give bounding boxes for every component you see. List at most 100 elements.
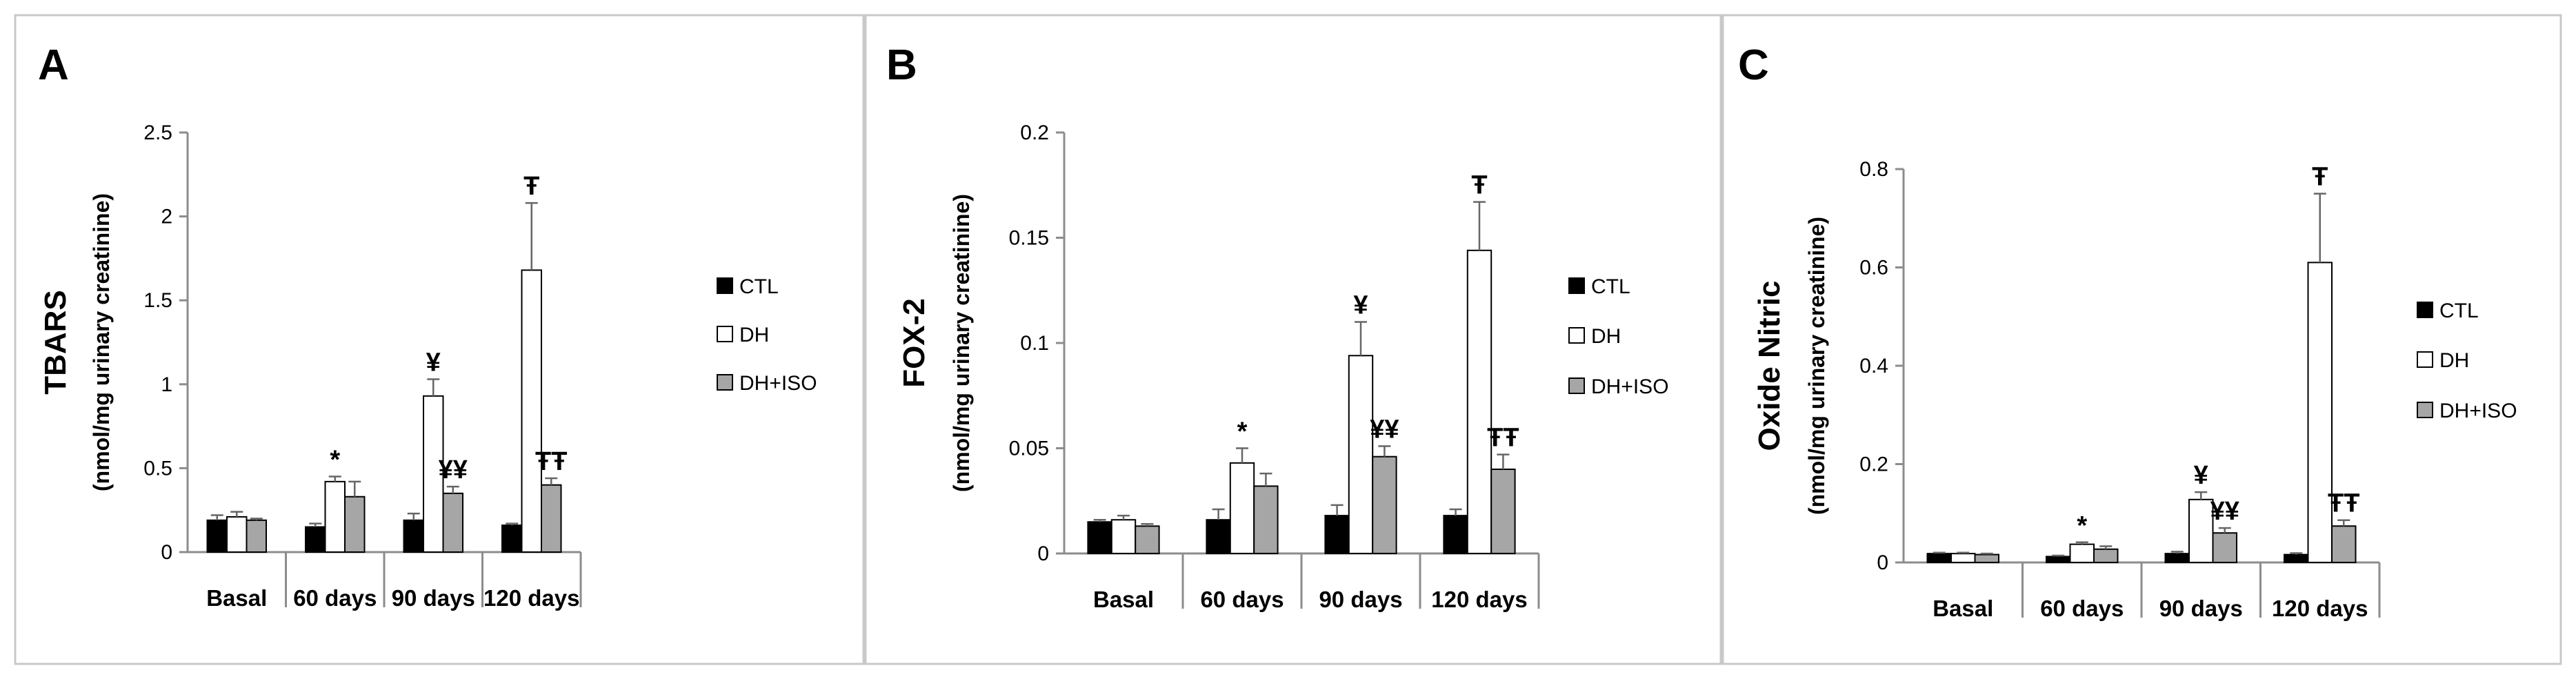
bar-dh (1229, 462, 1255, 554)
legend-swatch (717, 374, 733, 391)
bar-dh-iso (246, 519, 267, 553)
significance-label: ¥¥ (1370, 415, 1399, 444)
y-tick-label: 0.05 (1009, 438, 1049, 460)
bar-dh-iso (2331, 525, 2357, 564)
panel-frame (864, 14, 1722, 665)
chart-panel-b: B 0 0.05 0.1 0.15 0.2 FOX-2 (nmol/mg urinary cr… (864, 14, 1722, 665)
significance-label: ¥¥ (439, 455, 468, 484)
x-tick-label: 60 days (2040, 596, 2124, 621)
legend-label: CTL (739, 275, 779, 298)
legend-label: DH+ISO (739, 372, 817, 395)
bar-ctl (403, 519, 424, 553)
significance-label: ¥¥ (2210, 497, 2239, 526)
legend-label: DH (2439, 349, 2469, 372)
y-axis-units: (nmol/mg urinary creatinine) (1804, 217, 1829, 515)
bar-dh-iso (1974, 553, 1999, 563)
y-tick-label: 2 (161, 206, 172, 228)
bar-ctl (2046, 556, 2071, 564)
bar-dh (1348, 355, 1374, 554)
significance-label: Ŧ (1471, 171, 1487, 200)
bar-ctl (2284, 553, 2309, 563)
y-tick-label: 0 (161, 541, 172, 564)
y-tick-label: 0.2 (1020, 121, 1049, 144)
x-tick-label: 120 days (1431, 587, 1527, 612)
legend-swatch (1568, 277, 1585, 294)
significance-label: ¥ (1353, 291, 1368, 320)
bar-dh (2069, 543, 2095, 564)
panel-letter: C (1738, 41, 1769, 89)
bar-dh-iso (1490, 469, 1516, 554)
legend-label: DH (739, 324, 769, 346)
y-tick-label: 0 (1037, 542, 1049, 565)
bar-dh (324, 480, 346, 553)
x-tick-label: Basal (1093, 587, 1154, 612)
significance-label: * (2077, 511, 2087, 540)
y-tick-label: 1 (161, 373, 172, 396)
bar-ctl (305, 526, 326, 553)
bar-dh (1110, 519, 1137, 555)
panel-letter: A (38, 41, 69, 89)
y-tick-label: 0.15 (1009, 227, 1049, 250)
x-tick-label: 90 days (2159, 596, 2243, 621)
significance-label: ¥ (426, 349, 441, 377)
bar-dh-iso (1372, 455, 1397, 555)
bar-dh-iso (1135, 525, 1160, 554)
significance-label: Ŧ (2312, 163, 2328, 192)
legend-swatch (1568, 377, 1585, 394)
y-tick-label: 0.2 (1859, 453, 1888, 476)
x-tick-label: 90 days (392, 585, 475, 611)
y-axis-units: (nmol/mg urinary creatinine) (949, 194, 974, 492)
y-tick-label: 1.5 (143, 289, 172, 312)
panel-letter: B (886, 41, 917, 89)
bar-dh (2188, 498, 2214, 563)
bar-dh-iso (1253, 485, 1279, 555)
chart-panel-a: A 0 0.5 1 1.5 2 2.5 TBARS (nmol/mg urinary creat… (14, 14, 865, 665)
bar-ctl (206, 519, 228, 553)
x-tick-label: 60 days (293, 585, 377, 611)
significance-label: Ŧ (523, 172, 539, 201)
bar-ctl (1324, 515, 1350, 554)
y-tick-label: 0.4 (1859, 355, 1888, 377)
significance-label: ŦŦ (535, 447, 567, 476)
bar-ctl (2164, 553, 2190, 563)
x-tick-label: Basal (1933, 596, 1993, 621)
y-tick-label: 2.5 (143, 121, 172, 144)
y-tick-label: 0.1 (1020, 332, 1049, 355)
y-tick-label: 0.8 (1859, 158, 1888, 181)
significance-label: ŦŦ (2328, 489, 2359, 518)
panels: A 0 0.5 1 1.5 2 2.5 TBARS (nmol/mg urinary creat… (14, 14, 2562, 665)
bar-dh (1466, 249, 1492, 554)
bar-ctl (1087, 521, 1112, 554)
y-tick-label: 0.5 (143, 457, 172, 480)
y-axis-title: FOX-2 (897, 298, 931, 388)
legend-label: CTL (1591, 275, 1630, 298)
bar-ctl (1206, 519, 1231, 555)
y-axis-title: TBARS (39, 290, 72, 395)
bar-dh (226, 516, 248, 553)
significance-label: * (330, 446, 340, 475)
x-tick-label: 90 days (1319, 587, 1402, 612)
y-tick-label: 0.6 (1859, 257, 1888, 279)
legend-swatch (717, 277, 733, 294)
y-axis-units: (nmol/mg urinary creatinine) (89, 193, 114, 491)
panel-frame (1721, 14, 2562, 665)
bar-dh (2307, 262, 2333, 563)
bar-ctl (501, 524, 523, 553)
legend-swatch (2417, 402, 2433, 418)
bar-dh-iso (2093, 548, 2119, 564)
x-tick-label: 120 days (483, 585, 579, 611)
significance-label: ¥ (2194, 461, 2208, 490)
bar-ctl (1926, 553, 1952, 563)
legend-swatch (2417, 302, 2433, 318)
bar-dh-iso (344, 496, 366, 553)
bar-dh-iso (442, 492, 463, 553)
bar-dh (423, 395, 444, 553)
bar-dh (1950, 553, 1976, 563)
x-tick-label: 120 days (2272, 596, 2368, 621)
bar-ctl (1443, 515, 1468, 554)
legend-swatch (1568, 327, 1585, 344)
legend-swatch (2417, 351, 2433, 368)
significance-label: * (1237, 418, 1248, 447)
legend-swatch (717, 326, 733, 342)
bar-dh-iso (2212, 532, 2237, 563)
